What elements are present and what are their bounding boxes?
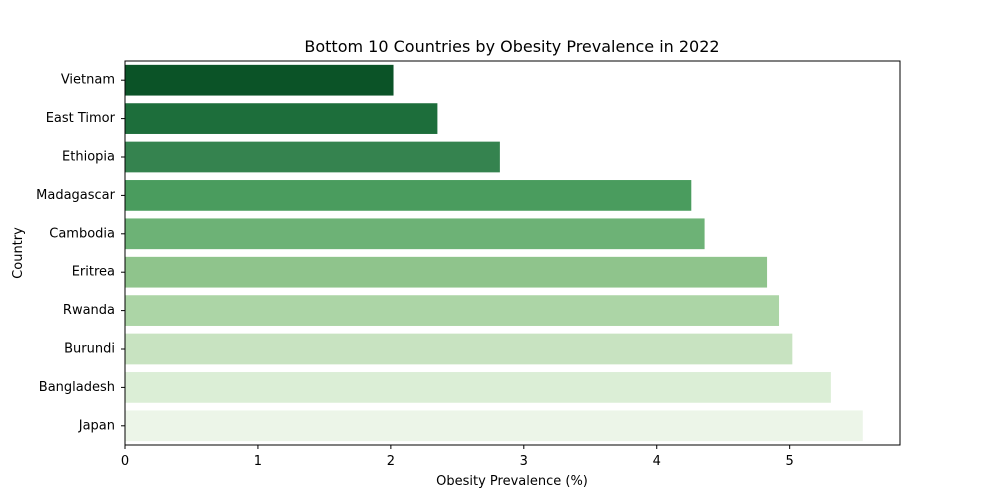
bar-eritrea: [125, 256, 768, 288]
y-tick-label: Rwanda: [63, 303, 115, 318]
y-tick-label: Vietnam: [61, 73, 115, 88]
bar-madagascar: [125, 180, 692, 211]
x-axis-label: Obesity Prevalence (%): [436, 474, 588, 489]
x-tick-label: 1: [254, 454, 262, 469]
bar-cambodia: [125, 218, 705, 250]
y-axis-ticks: Vietnam East Timor Ethiopia Madagascar Cambo…: [36, 73, 125, 433]
y-tick-label: Madagascar: [36, 188, 116, 203]
bar-japan: [125, 410, 863, 442]
x-axis-ticks: 0 1 2 3 4 5: [121, 445, 794, 469]
y-tick-label: Ethiopia: [62, 150, 115, 165]
x-tick-label: 3: [520, 454, 528, 469]
y-tick-label: Bangladesh: [39, 380, 115, 395]
bars-group: [125, 64, 863, 442]
bar-bangladesh: [125, 372, 831, 403]
x-tick-label: 5: [786, 454, 794, 469]
y-axis-label: Country: [11, 227, 26, 279]
bar-east-timor: [125, 103, 438, 134]
y-tick-label: East Timor: [46, 111, 116, 126]
bar-rwanda: [125, 295, 780, 326]
x-tick-label: 0: [121, 454, 129, 469]
y-tick-label: Burundi: [64, 342, 115, 357]
bar-ethiopia: [125, 141, 500, 173]
plot-frame: [124, 60, 901, 446]
bar-burundi: [125, 333, 793, 365]
y-tick-label: Japan: [78, 418, 115, 433]
x-tick-label: 2: [387, 454, 395, 469]
y-tick-label: Cambodia: [49, 226, 115, 241]
chart-title: Bottom 10 Countries by Obesity Prevalenc…: [304, 37, 719, 56]
bar-vietnam: [125, 64, 394, 96]
x-tick-label: 4: [653, 454, 661, 469]
y-tick-label: Eritrea: [72, 265, 115, 280]
